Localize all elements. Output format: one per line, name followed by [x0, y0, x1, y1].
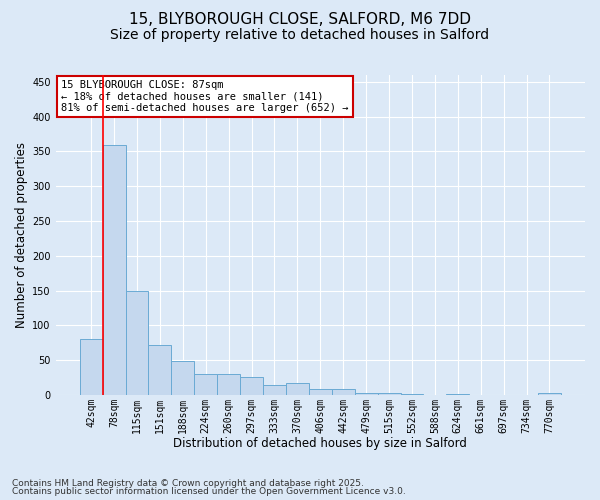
Bar	[332, 389, 355, 395]
X-axis label: Distribution of detached houses by size in Salford: Distribution of detached houses by size …	[173, 437, 467, 450]
Bar	[309, 389, 332, 395]
Text: 15 BLYBOROUGH CLOSE: 87sqm
← 18% of detached houses are smaller (141)
81% of sem: 15 BLYBOROUGH CLOSE: 87sqm ← 18% of deta…	[61, 80, 349, 113]
Bar	[194, 374, 217, 395]
Y-axis label: Number of detached properties: Number of detached properties	[15, 142, 28, 328]
Bar	[172, 362, 194, 395]
Bar	[125, 290, 148, 395]
Bar	[80, 339, 103, 395]
Bar	[355, 392, 377, 395]
Text: 15, BLYBOROUGH CLOSE, SALFORD, M6 7DD: 15, BLYBOROUGH CLOSE, SALFORD, M6 7DD	[129, 12, 471, 28]
Bar	[538, 392, 561, 395]
Bar	[263, 385, 286, 395]
Bar	[401, 394, 424, 395]
Text: Contains public sector information licensed under the Open Government Licence v3: Contains public sector information licen…	[12, 487, 406, 496]
Bar	[103, 144, 125, 395]
Bar	[446, 394, 469, 395]
Bar	[286, 383, 309, 395]
Bar	[240, 378, 263, 395]
Text: Contains HM Land Registry data © Crown copyright and database right 2025.: Contains HM Land Registry data © Crown c…	[12, 478, 364, 488]
Bar	[148, 344, 172, 395]
Bar	[217, 374, 240, 395]
Text: Size of property relative to detached houses in Salford: Size of property relative to detached ho…	[110, 28, 490, 42]
Bar	[377, 392, 401, 395]
